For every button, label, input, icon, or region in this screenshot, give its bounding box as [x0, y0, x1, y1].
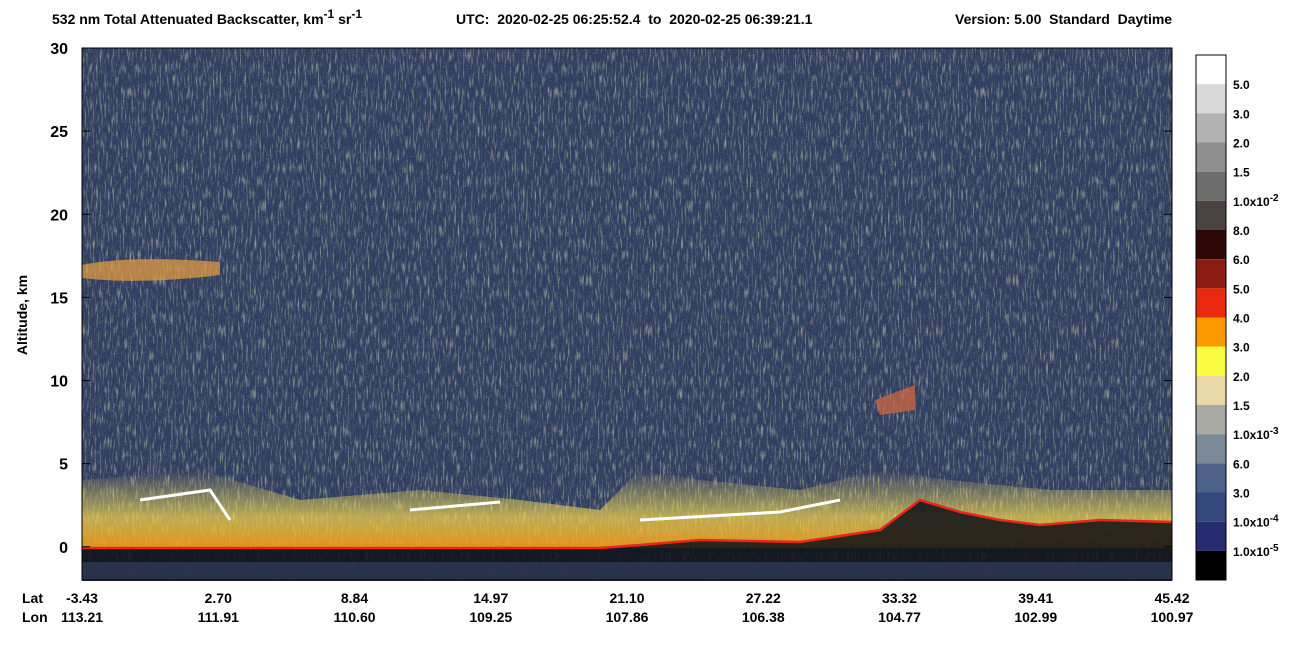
- x-tick-label: 104.77: [878, 609, 921, 625]
- colorbar-swatch: [1196, 405, 1226, 435]
- colorbar-swatch: [1196, 55, 1226, 85]
- colorbar-swatch: [1196, 288, 1226, 318]
- colorbar-label: 2.0: [1233, 370, 1250, 384]
- title-exp: -1: [324, 7, 335, 21]
- version: Version: 5.00 Standard Daytime: [955, 11, 1172, 27]
- ground: [82, 500, 1172, 581]
- x-tick-label: 21.10: [609, 590, 644, 606]
- colorbar-label: 1.0x10-2: [1233, 193, 1279, 209]
- x-row-name: Lon: [22, 609, 48, 625]
- colorbar-label-exp: -2: [1270, 193, 1279, 204]
- colorbar-label: 8.0: [1233, 224, 1250, 238]
- cloud: [875, 385, 915, 415]
- x-tick-label: 111.91: [198, 609, 239, 625]
- x-tick-label: 8.84: [341, 590, 368, 606]
- colorbar-swatch: [1196, 375, 1226, 405]
- curtain-image: [82, 48, 1173, 581]
- colorbar-label: 1.5: [1233, 166, 1250, 180]
- colorbar-label: 1.0x10-3: [1233, 426, 1279, 442]
- y-tick-label: 5: [59, 457, 68, 474]
- cloud: [82, 259, 220, 281]
- x-tick-label: -3.43: [66, 590, 98, 606]
- x-tick-label: 14.97: [473, 590, 508, 606]
- colorbar-frame: [1195, 54, 1227, 581]
- colorbar-label: 5.0: [1233, 78, 1250, 92]
- colorbar-label-exp: -5: [1270, 543, 1279, 554]
- time-range: UTC: 2020-02-25 06:25:52.4 to 2020-02-25…: [456, 11, 813, 27]
- y-axis-label: Altitude, km: [14, 275, 30, 355]
- y-tick-label: 25: [50, 124, 68, 141]
- colorbar-swatch: [1196, 434, 1226, 464]
- colorbar-swatch: [1196, 492, 1226, 522]
- title-text: 532 nm Total Attenuated Backscatter, km: [52, 11, 324, 27]
- colorbar-label-base: 1.0x10: [1233, 545, 1270, 559]
- colorbar-label: 1.0x10-5: [1233, 543, 1279, 559]
- plot-frame: [81, 47, 1173, 581]
- x-tick-label: 102.99: [1014, 609, 1057, 625]
- colorbar-swatch: [1196, 317, 1226, 347]
- y-tick-label: 15: [50, 290, 68, 307]
- x-tick-label: 109.25: [469, 609, 512, 625]
- x-tick-label: 27.22: [746, 590, 781, 606]
- x-tick-label: 106.38: [742, 609, 785, 625]
- colorbar-label-base: 1.0x10: [1233, 428, 1270, 442]
- title-exp: -1: [351, 7, 362, 21]
- colorbar-label: 3.0: [1233, 487, 1250, 501]
- x-tick-label: 100.97: [1151, 609, 1194, 625]
- x-tick-label: 107.86: [606, 609, 649, 625]
- colorbar-label: 4.0: [1233, 312, 1250, 326]
- colorbar-swatch: [1196, 346, 1226, 376]
- colorbar-label: 5.0: [1233, 282, 1250, 296]
- colorbar-swatch: [1196, 463, 1226, 493]
- colorbar-swatch: [1196, 171, 1226, 201]
- colorbar-label: 2.0: [1233, 137, 1250, 151]
- colorbar-swatch: [1196, 84, 1226, 114]
- colorbar-swatch: [1196, 200, 1226, 230]
- colorbar-swatch: [1196, 550, 1226, 580]
- y-tick-label: 0: [59, 540, 68, 557]
- surface-line: [82, 498, 1173, 550]
- colorbar-label-base: 1.0x10: [1233, 195, 1270, 209]
- y-tick-label: 30: [50, 41, 68, 58]
- colorbar-label: 3.0: [1233, 341, 1250, 355]
- x-tick-label: 113.21: [61, 609, 103, 625]
- y-tick-label: 10: [50, 374, 68, 391]
- x-row-name: Lat: [22, 590, 43, 606]
- x-tick-label: 39.41: [1018, 590, 1053, 606]
- title-unit: sr: [334, 11, 352, 27]
- colorbar-swatch: [1196, 521, 1226, 551]
- colorbar-label-exp: -3: [1270, 426, 1279, 437]
- y-tick-label: 20: [50, 207, 68, 224]
- colorbar-swatch: [1196, 142, 1226, 172]
- colorbar-label-base: 1.0x10: [1233, 516, 1270, 530]
- colorbar-label: 3.0: [1233, 107, 1250, 121]
- colorbar-label: 1.5: [1233, 399, 1250, 413]
- colorbar-label-exp: -4: [1270, 514, 1279, 525]
- title: 532 nm Total Attenuated Backscatter, km-…: [52, 7, 362, 27]
- x-tick-label: 45.42: [1154, 590, 1189, 606]
- colorbar-swatch: [1196, 259, 1226, 289]
- colorbar-label: 6.0: [1233, 253, 1250, 267]
- subsurface: [82, 562, 1172, 581]
- colorbar-swatch: [1196, 113, 1226, 143]
- colorbar-swatch: [1196, 230, 1226, 260]
- x-tick-label: 33.32: [882, 590, 917, 606]
- colorbar-label: 1.0x10-4: [1233, 514, 1279, 530]
- x-tick-label: 2.70: [205, 590, 232, 606]
- x-tick-label: 110.60: [333, 609, 375, 625]
- colorbar-label: 6.0: [1233, 457, 1250, 471]
